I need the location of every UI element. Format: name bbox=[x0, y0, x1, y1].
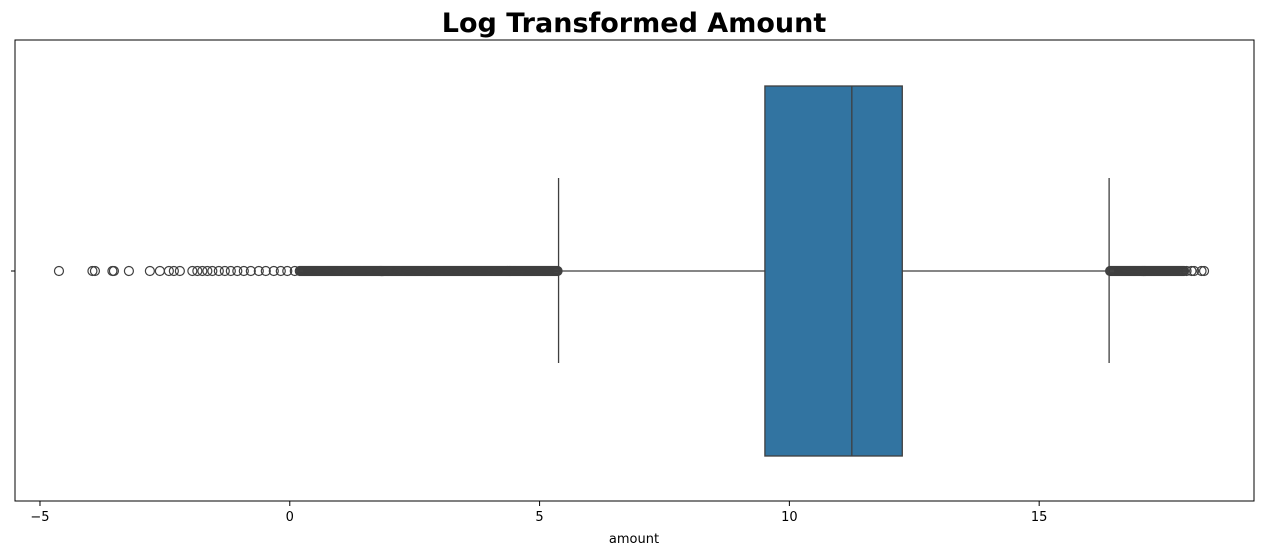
outlier-point-low bbox=[275, 265, 286, 277]
outlier-point-low bbox=[53, 265, 65, 277]
outlier-point-low bbox=[245, 265, 256, 277]
x-tick-label: 5 bbox=[535, 510, 543, 525]
outlier-point-low bbox=[232, 265, 243, 277]
outlier-point-low bbox=[154, 265, 165, 277]
outlier-point-low bbox=[168, 265, 179, 277]
outlier-point-low bbox=[260, 265, 271, 277]
x-tick-label: 10 bbox=[781, 510, 798, 525]
outlier-point-low bbox=[238, 265, 249, 277]
outlier-point-low bbox=[213, 265, 224, 277]
outlier-point-low bbox=[225, 265, 236, 277]
iqr-box bbox=[764, 85, 903, 457]
outlier-point-high bbox=[1188, 265, 1200, 277]
outlier-point-low bbox=[123, 265, 135, 277]
outlier-point-high bbox=[1196, 265, 1207, 277]
outlier-point-low bbox=[108, 265, 120, 277]
outlier-point-low bbox=[174, 265, 185, 277]
x-axis-ticks: −5 0 5 10 15 bbox=[30, 501, 1047, 525]
outlier-point-low bbox=[163, 265, 174, 277]
outlier-point-high-dense bbox=[1178, 265, 1190, 277]
outlier-point-low bbox=[282, 265, 293, 277]
outlier-point-high bbox=[1186, 265, 1197, 277]
outlier-point-low bbox=[187, 265, 198, 277]
x-axis-label: amount bbox=[609, 532, 659, 547]
outlier-point-high bbox=[1181, 265, 1192, 277]
chart-title: Log Transformed Amount bbox=[442, 8, 827, 39]
outlier-point-low bbox=[89, 265, 101, 277]
outlier-point-low bbox=[87, 265, 98, 277]
outlier-point-high bbox=[1198, 265, 1210, 277]
outlier-point-low bbox=[207, 265, 218, 277]
outlier-point-low bbox=[197, 265, 208, 277]
x-tick-label: 0 bbox=[286, 510, 294, 525]
outlier-point-low bbox=[253, 265, 264, 277]
outlier-point-low bbox=[268, 265, 279, 277]
outlier-point-low-dense bbox=[552, 265, 563, 277]
outlier-point-low bbox=[202, 265, 213, 277]
x-tick-label: 15 bbox=[1031, 510, 1048, 525]
outlier-point-low bbox=[192, 265, 203, 277]
x-tick-label: −5 bbox=[30, 510, 49, 525]
outlier-point-low bbox=[219, 265, 230, 277]
outlier-point-low bbox=[144, 265, 155, 277]
box-plot-marks bbox=[53, 85, 1210, 457]
